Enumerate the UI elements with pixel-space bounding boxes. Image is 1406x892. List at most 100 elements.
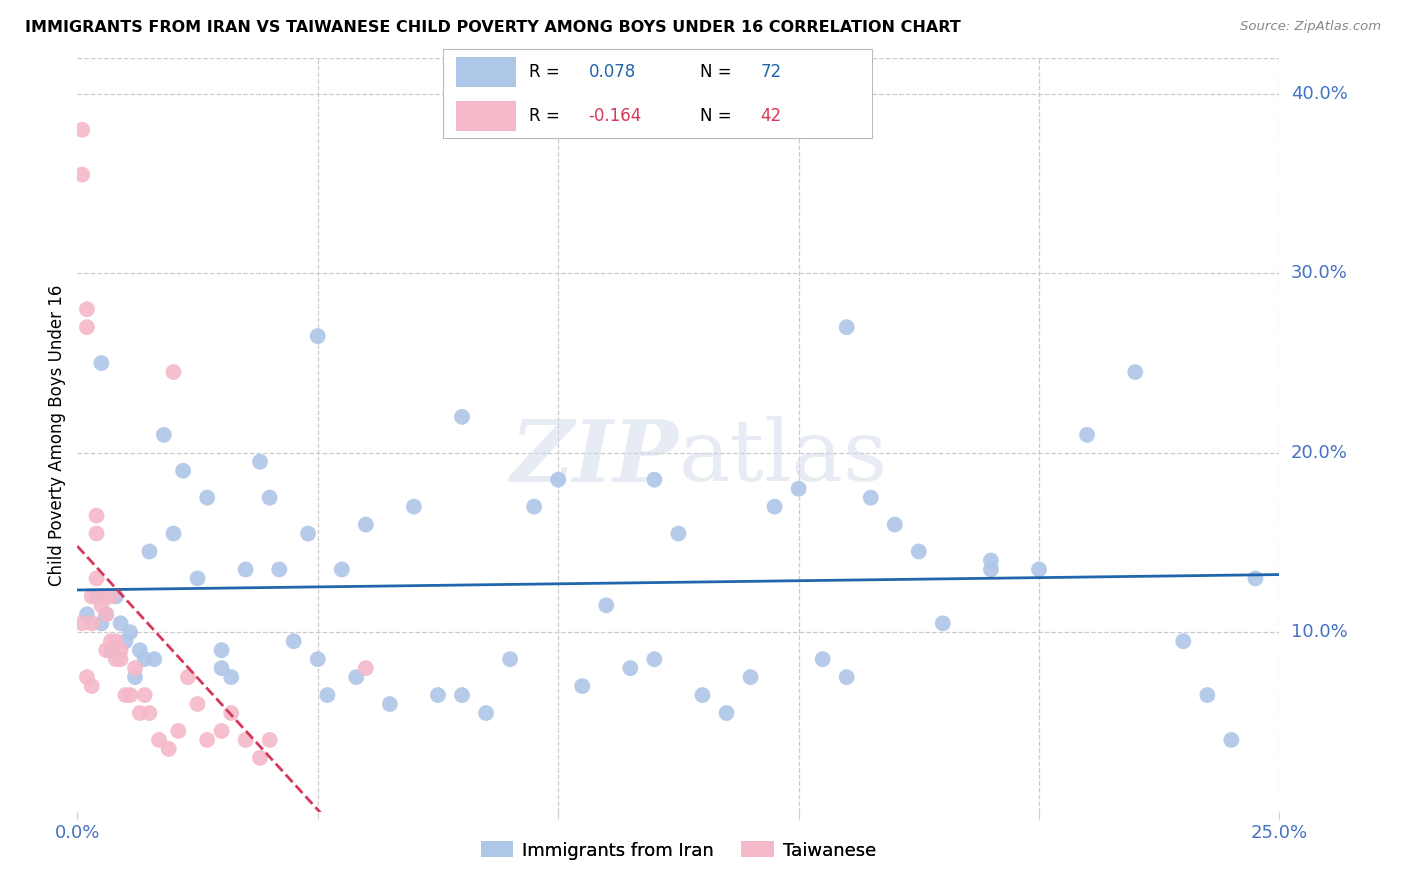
Point (148, 733, 170, 747)
Text: R =: R = (529, 63, 565, 81)
Point (104, 590, 127, 604)
Point (344, 670, 367, 684)
Point (354, 517, 377, 532)
Text: atlas: atlas (679, 416, 887, 499)
Point (128, 643, 150, 657)
Point (475, 706, 498, 720)
Text: ZIP: ZIP (510, 416, 679, 500)
Point (499, 652, 522, 666)
Point (643, 473, 665, 487)
Point (402, 500, 425, 514)
Point (124, 670, 146, 684)
Y-axis label: Child Poverty Among Boys Under 16: Child Poverty Among Boys Under 16 (48, 285, 66, 585)
Point (167, 723, 190, 738)
Point (259, 491, 281, 505)
Point (153, 428, 176, 442)
Point (378, 697, 401, 711)
Point (124, 661, 146, 675)
Point (80, 616, 103, 631)
Point (138, 544, 160, 558)
Point (114, 688, 136, 702)
Point (619, 661, 641, 675)
Point (571, 679, 593, 693)
Text: Source: ZipAtlas.com: Source: ZipAtlas.com (1240, 20, 1381, 33)
Point (307, 652, 329, 666)
Point (90, 616, 112, 631)
Point (307, 329, 329, 343)
Point (883, 517, 905, 532)
Point (283, 634, 305, 648)
Point (195, 733, 218, 747)
Text: 10.0%: 10.0% (1291, 624, 1347, 641)
Point (835, 320, 858, 334)
Point (1173, 634, 1195, 648)
Point (1123, 365, 1146, 379)
Text: -0.164: -0.164 (589, 107, 643, 125)
Point (100, 643, 122, 657)
Point (172, 464, 194, 478)
Point (134, 652, 156, 666)
Point (859, 491, 882, 505)
Point (235, 733, 257, 747)
Point (96, 607, 118, 622)
Point (186, 697, 209, 711)
Point (110, 616, 132, 631)
Point (211, 643, 233, 657)
Point (70, 168, 93, 182)
Point (90, 599, 112, 613)
Point (643, 652, 665, 666)
Text: 40.0%: 40.0% (1291, 85, 1347, 103)
FancyBboxPatch shape (456, 101, 516, 131)
Point (177, 670, 200, 684)
Text: R =: R = (529, 107, 565, 125)
Point (763, 500, 786, 514)
Point (523, 500, 546, 514)
Point (932, 616, 955, 631)
Point (76, 302, 98, 317)
Text: 42: 42 (761, 107, 782, 125)
Text: N =: N = (700, 63, 737, 81)
Point (70, 122, 93, 136)
Point (211, 661, 233, 675)
Point (451, 409, 474, 424)
Point (86, 508, 108, 523)
Point (110, 652, 132, 666)
Point (330, 562, 353, 576)
Point (427, 688, 450, 702)
Point (668, 526, 690, 541)
Text: 0.078: 0.078 (589, 63, 636, 81)
Point (354, 661, 377, 675)
Point (134, 688, 156, 702)
Point (114, 634, 136, 648)
Point (110, 643, 132, 657)
FancyBboxPatch shape (456, 57, 516, 87)
Point (980, 562, 1002, 576)
Point (1197, 688, 1219, 702)
Text: 30.0%: 30.0% (1291, 264, 1347, 283)
Point (128, 706, 150, 720)
Point (219, 670, 242, 684)
Point (297, 526, 319, 541)
Text: N =: N = (700, 107, 737, 125)
Point (120, 688, 142, 702)
Point (547, 473, 569, 487)
Point (740, 670, 762, 684)
Point (1076, 428, 1098, 442)
Point (76, 607, 98, 622)
Point (90, 590, 112, 604)
Point (787, 482, 810, 496)
Point (219, 706, 242, 720)
Point (86, 590, 108, 604)
Point (90, 356, 112, 370)
Text: 72: 72 (761, 63, 782, 81)
Point (811, 652, 834, 666)
Point (162, 365, 184, 379)
Point (269, 562, 291, 576)
Point (595, 599, 617, 613)
Point (143, 652, 166, 666)
Point (104, 652, 127, 666)
Point (76, 670, 98, 684)
Point (692, 688, 714, 702)
Point (195, 491, 218, 505)
Point (162, 526, 184, 541)
